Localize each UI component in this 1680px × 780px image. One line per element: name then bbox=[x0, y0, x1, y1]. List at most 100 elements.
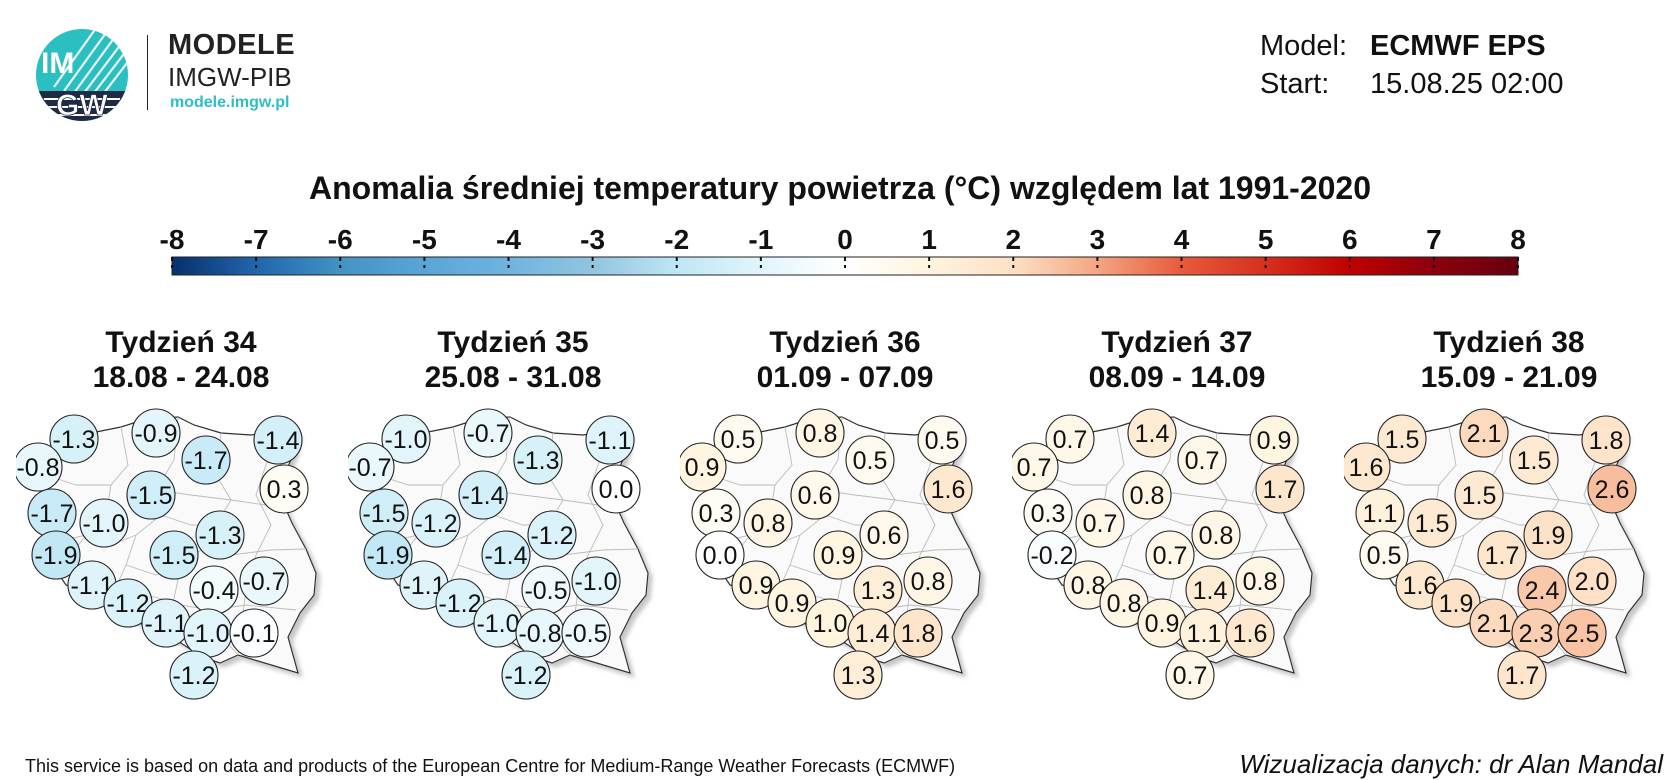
week-dates: 01.09 - 07.09 bbox=[756, 361, 934, 394]
station-marker: 1.5 bbox=[1377, 414, 1427, 464]
station-value: -1.4 bbox=[461, 482, 504, 510]
station-circle bbox=[169, 650, 219, 700]
station-value: -0.5 bbox=[564, 620, 607, 648]
logo-brand-line1: MODELE bbox=[168, 29, 296, 61]
station-marker: 0.8 bbox=[795, 408, 845, 458]
station-value: -0.9 bbox=[134, 420, 177, 448]
station-marker: 1.6 bbox=[1225, 608, 1275, 658]
station-marker: -1.3 bbox=[49, 414, 99, 464]
station-marker: 1.7 bbox=[1255, 464, 1305, 514]
station-marker: 0.9 bbox=[731, 560, 781, 610]
station-value: -1.4 bbox=[484, 542, 527, 570]
station-value: 0.3 bbox=[1031, 500, 1066, 528]
station-circle bbox=[1477, 530, 1527, 580]
week-dates: 15.09 - 21.09 bbox=[1420, 361, 1598, 394]
start-value: 15.08.25 02:00 bbox=[1370, 68, 1564, 100]
station-value: 0.8 bbox=[1199, 522, 1234, 550]
station-marker: 0.8 bbox=[743, 498, 793, 548]
station-marker: 1.4 bbox=[1185, 565, 1235, 615]
station-marker: -1.4 bbox=[481, 530, 531, 580]
station-value: -1.0 bbox=[574, 568, 617, 596]
station-marker: 1.3 bbox=[853, 565, 903, 615]
map-title: Anomalia średniej temperatury powietrza … bbox=[308, 170, 1372, 206]
station-value: -1.3 bbox=[516, 447, 559, 475]
station-marker: -0.7 bbox=[463, 408, 513, 458]
station-value: -1.2 bbox=[172, 662, 215, 690]
station-value: 1.4 bbox=[1193, 577, 1228, 605]
station-marker: -1.2 bbox=[411, 498, 461, 548]
station-value: 0.9 bbox=[1145, 610, 1180, 638]
station-value: 0.5 bbox=[925, 427, 960, 455]
week-title: Tydzień 34 bbox=[105, 326, 257, 359]
station-marker: -0.7 bbox=[239, 556, 289, 606]
week-title: Tydzień 37 bbox=[1101, 326, 1253, 359]
station-marker: 2.4 bbox=[1517, 565, 1567, 615]
week-title: Tydzień 38 bbox=[1433, 326, 1585, 359]
station-value: -1.2 bbox=[438, 590, 481, 618]
station-marker: 0.7 bbox=[1012, 442, 1059, 492]
color-scale-tick-label: -2 bbox=[664, 224, 689, 255]
station-value: -1.1 bbox=[144, 610, 187, 638]
station-circle bbox=[1523, 510, 1573, 560]
station-circle bbox=[513, 435, 563, 485]
color-scale-tick-label: 6 bbox=[1342, 224, 1358, 255]
station-value: 0.7 bbox=[1153, 542, 1188, 570]
station-value: 1.6 bbox=[1349, 454, 1384, 482]
station-circle bbox=[463, 408, 513, 458]
station-circle bbox=[363, 530, 413, 580]
station-value: -1.0 bbox=[82, 510, 125, 538]
station-value: 0.9 bbox=[775, 590, 810, 618]
station-marker: 0.3 bbox=[1023, 488, 1073, 538]
poland-anomaly-map: 1.5 2.1 1.5 1.8 1.6 2.6 1.5 1.1 1.5 1.9 0.5 1.7 2.0 1… bbox=[1344, 408, 1645, 700]
station-marker: 1.5 bbox=[1454, 470, 1504, 520]
station-circle bbox=[1075, 498, 1125, 548]
station-circle bbox=[458, 470, 508, 520]
imgw-logo-mark: IM GW bbox=[36, 29, 128, 122]
logo-url[interactable]: modele.imgw.pl bbox=[170, 94, 290, 111]
color-scale-tick-label: 8 bbox=[1510, 224, 1526, 255]
station-circle bbox=[743, 498, 793, 548]
station-value: 0.5 bbox=[721, 426, 756, 454]
visualization-credit: Wizualizacja danych: dr Alan Mandal bbox=[1239, 749, 1663, 779]
station-marker: 1.1 bbox=[1179, 608, 1229, 658]
station-marker: 0.3 bbox=[691, 488, 741, 538]
station-circle bbox=[259, 464, 309, 514]
station-value: -1.2 bbox=[414, 510, 457, 538]
station-value: -0.7 bbox=[466, 420, 509, 448]
station-marker: -1.0 bbox=[473, 598, 523, 648]
station-value: 1.0 bbox=[813, 610, 848, 638]
station-circle bbox=[527, 510, 577, 560]
station-value: -0.7 bbox=[348, 454, 391, 482]
station-marker: -1.5 bbox=[359, 488, 409, 538]
station-value: -0.2 bbox=[1030, 542, 1073, 570]
station-marker: 1.8 bbox=[1581, 415, 1631, 465]
station-marker: 0.6 bbox=[859, 510, 909, 560]
station-value: 1.6 bbox=[931, 476, 966, 504]
station-value: 1.7 bbox=[1485, 542, 1520, 570]
station-marker: 0.8 bbox=[1063, 560, 1113, 610]
station-circle bbox=[903, 556, 953, 606]
station-marker: -1.0 bbox=[183, 608, 233, 658]
station-value: 2.1 bbox=[1477, 610, 1512, 638]
week-dates: 25.08 - 31.08 bbox=[424, 361, 602, 394]
station-circle bbox=[1344, 442, 1391, 492]
station-marker: 1.5 bbox=[1407, 498, 1457, 548]
station-value: 0.7 bbox=[1053, 426, 1088, 454]
station-marker: 0.7 bbox=[1145, 530, 1195, 580]
station-value: -1.5 bbox=[362, 500, 405, 528]
station-value: 0.0 bbox=[703, 542, 738, 570]
station-value: -1.5 bbox=[152, 542, 195, 570]
week-panel-36: Tydzień 36 01.09 - 07.09 0.5 0.8 0.5 0.5 0.9… bbox=[680, 325, 1010, 725]
week-header: Tydzień 35 25.08 - 31.08 bbox=[348, 325, 678, 395]
station-marker: -1.1 bbox=[67, 560, 117, 610]
color-scale-tick-label: 4 bbox=[1174, 224, 1190, 255]
station-value: -1.4 bbox=[256, 427, 299, 455]
station-value: 1.4 bbox=[855, 620, 890, 648]
station-marker: 0.9 bbox=[1249, 415, 1299, 465]
color-scale-tick-label: -4 bbox=[496, 224, 521, 255]
station-marker: 0.9 bbox=[767, 578, 817, 628]
station-marker: 0.9 bbox=[813, 530, 863, 580]
week-header: Tydzień 38 15.09 - 21.09 bbox=[1344, 325, 1674, 395]
station-circle bbox=[49, 414, 99, 464]
logo-mark-text-bottom: GW bbox=[56, 89, 108, 122]
